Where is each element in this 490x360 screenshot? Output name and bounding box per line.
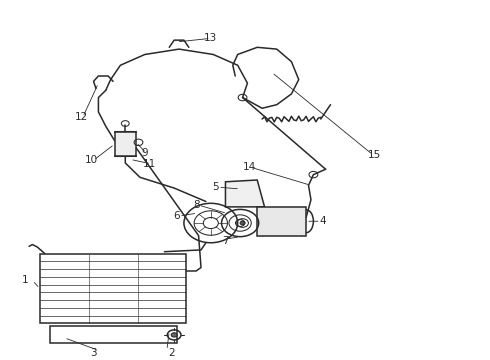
Text: 13: 13 bbox=[204, 33, 218, 43]
Text: 8: 8 bbox=[193, 200, 199, 210]
Text: 1: 1 bbox=[22, 275, 28, 285]
Text: 12: 12 bbox=[74, 112, 88, 122]
Bar bbox=[40, 253, 186, 323]
Text: 5: 5 bbox=[212, 182, 219, 192]
Text: 10: 10 bbox=[84, 155, 98, 165]
Text: 3: 3 bbox=[90, 348, 97, 358]
Polygon shape bbox=[225, 180, 265, 207]
Text: 11: 11 bbox=[143, 159, 156, 169]
Text: 6: 6 bbox=[173, 211, 180, 221]
Bar bbox=[115, 132, 136, 156]
Text: 4: 4 bbox=[320, 216, 326, 226]
Text: 9: 9 bbox=[142, 148, 148, 158]
Circle shape bbox=[240, 221, 245, 225]
Bar bbox=[257, 207, 306, 235]
Text: 14: 14 bbox=[243, 162, 256, 172]
Text: 15: 15 bbox=[368, 150, 381, 160]
Circle shape bbox=[171, 333, 177, 337]
Text: 2: 2 bbox=[169, 348, 175, 358]
Text: 7: 7 bbox=[222, 236, 229, 246]
Bar bbox=[49, 326, 176, 343]
